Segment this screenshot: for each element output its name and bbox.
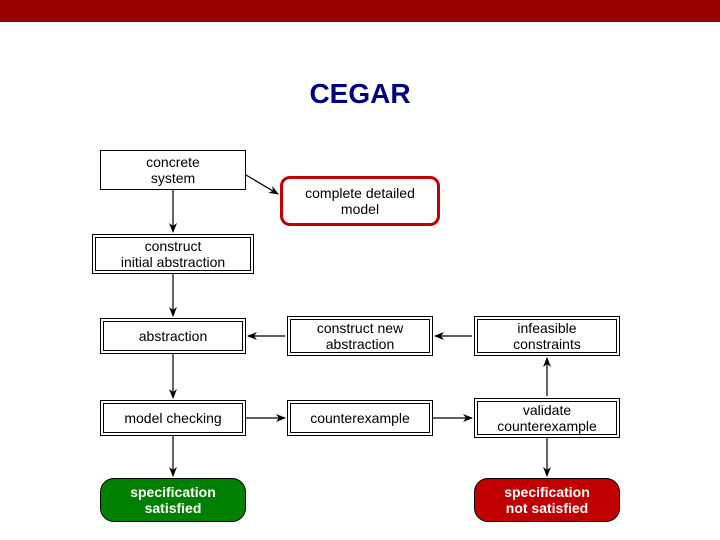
node-specification-satisfied: specificationsatisfied [100,478,246,522]
page-title: CEGAR [0,78,720,110]
node-complete-detailed-model: complete detailedmodel [280,176,440,226]
node-model-checking: model checking [100,400,246,436]
node-counterexample: counterexample [287,400,433,436]
node-validate-counterexample: validatecounterexample [474,398,620,438]
brand-text: Carnegie Mellon [601,2,692,18]
node-construct-initial-abstraction: constructinitial abstraction [92,234,254,274]
node-construct-new-abstraction: construct newabstraction [287,316,433,356]
node-abstraction: abstraction [100,318,246,354]
node-concrete-system: concretesystem [100,150,246,190]
node-infeasible-constraints: infeasibleconstraints [474,316,620,356]
node-specification-not-satisfied: specificationnot satisfied [474,478,620,522]
